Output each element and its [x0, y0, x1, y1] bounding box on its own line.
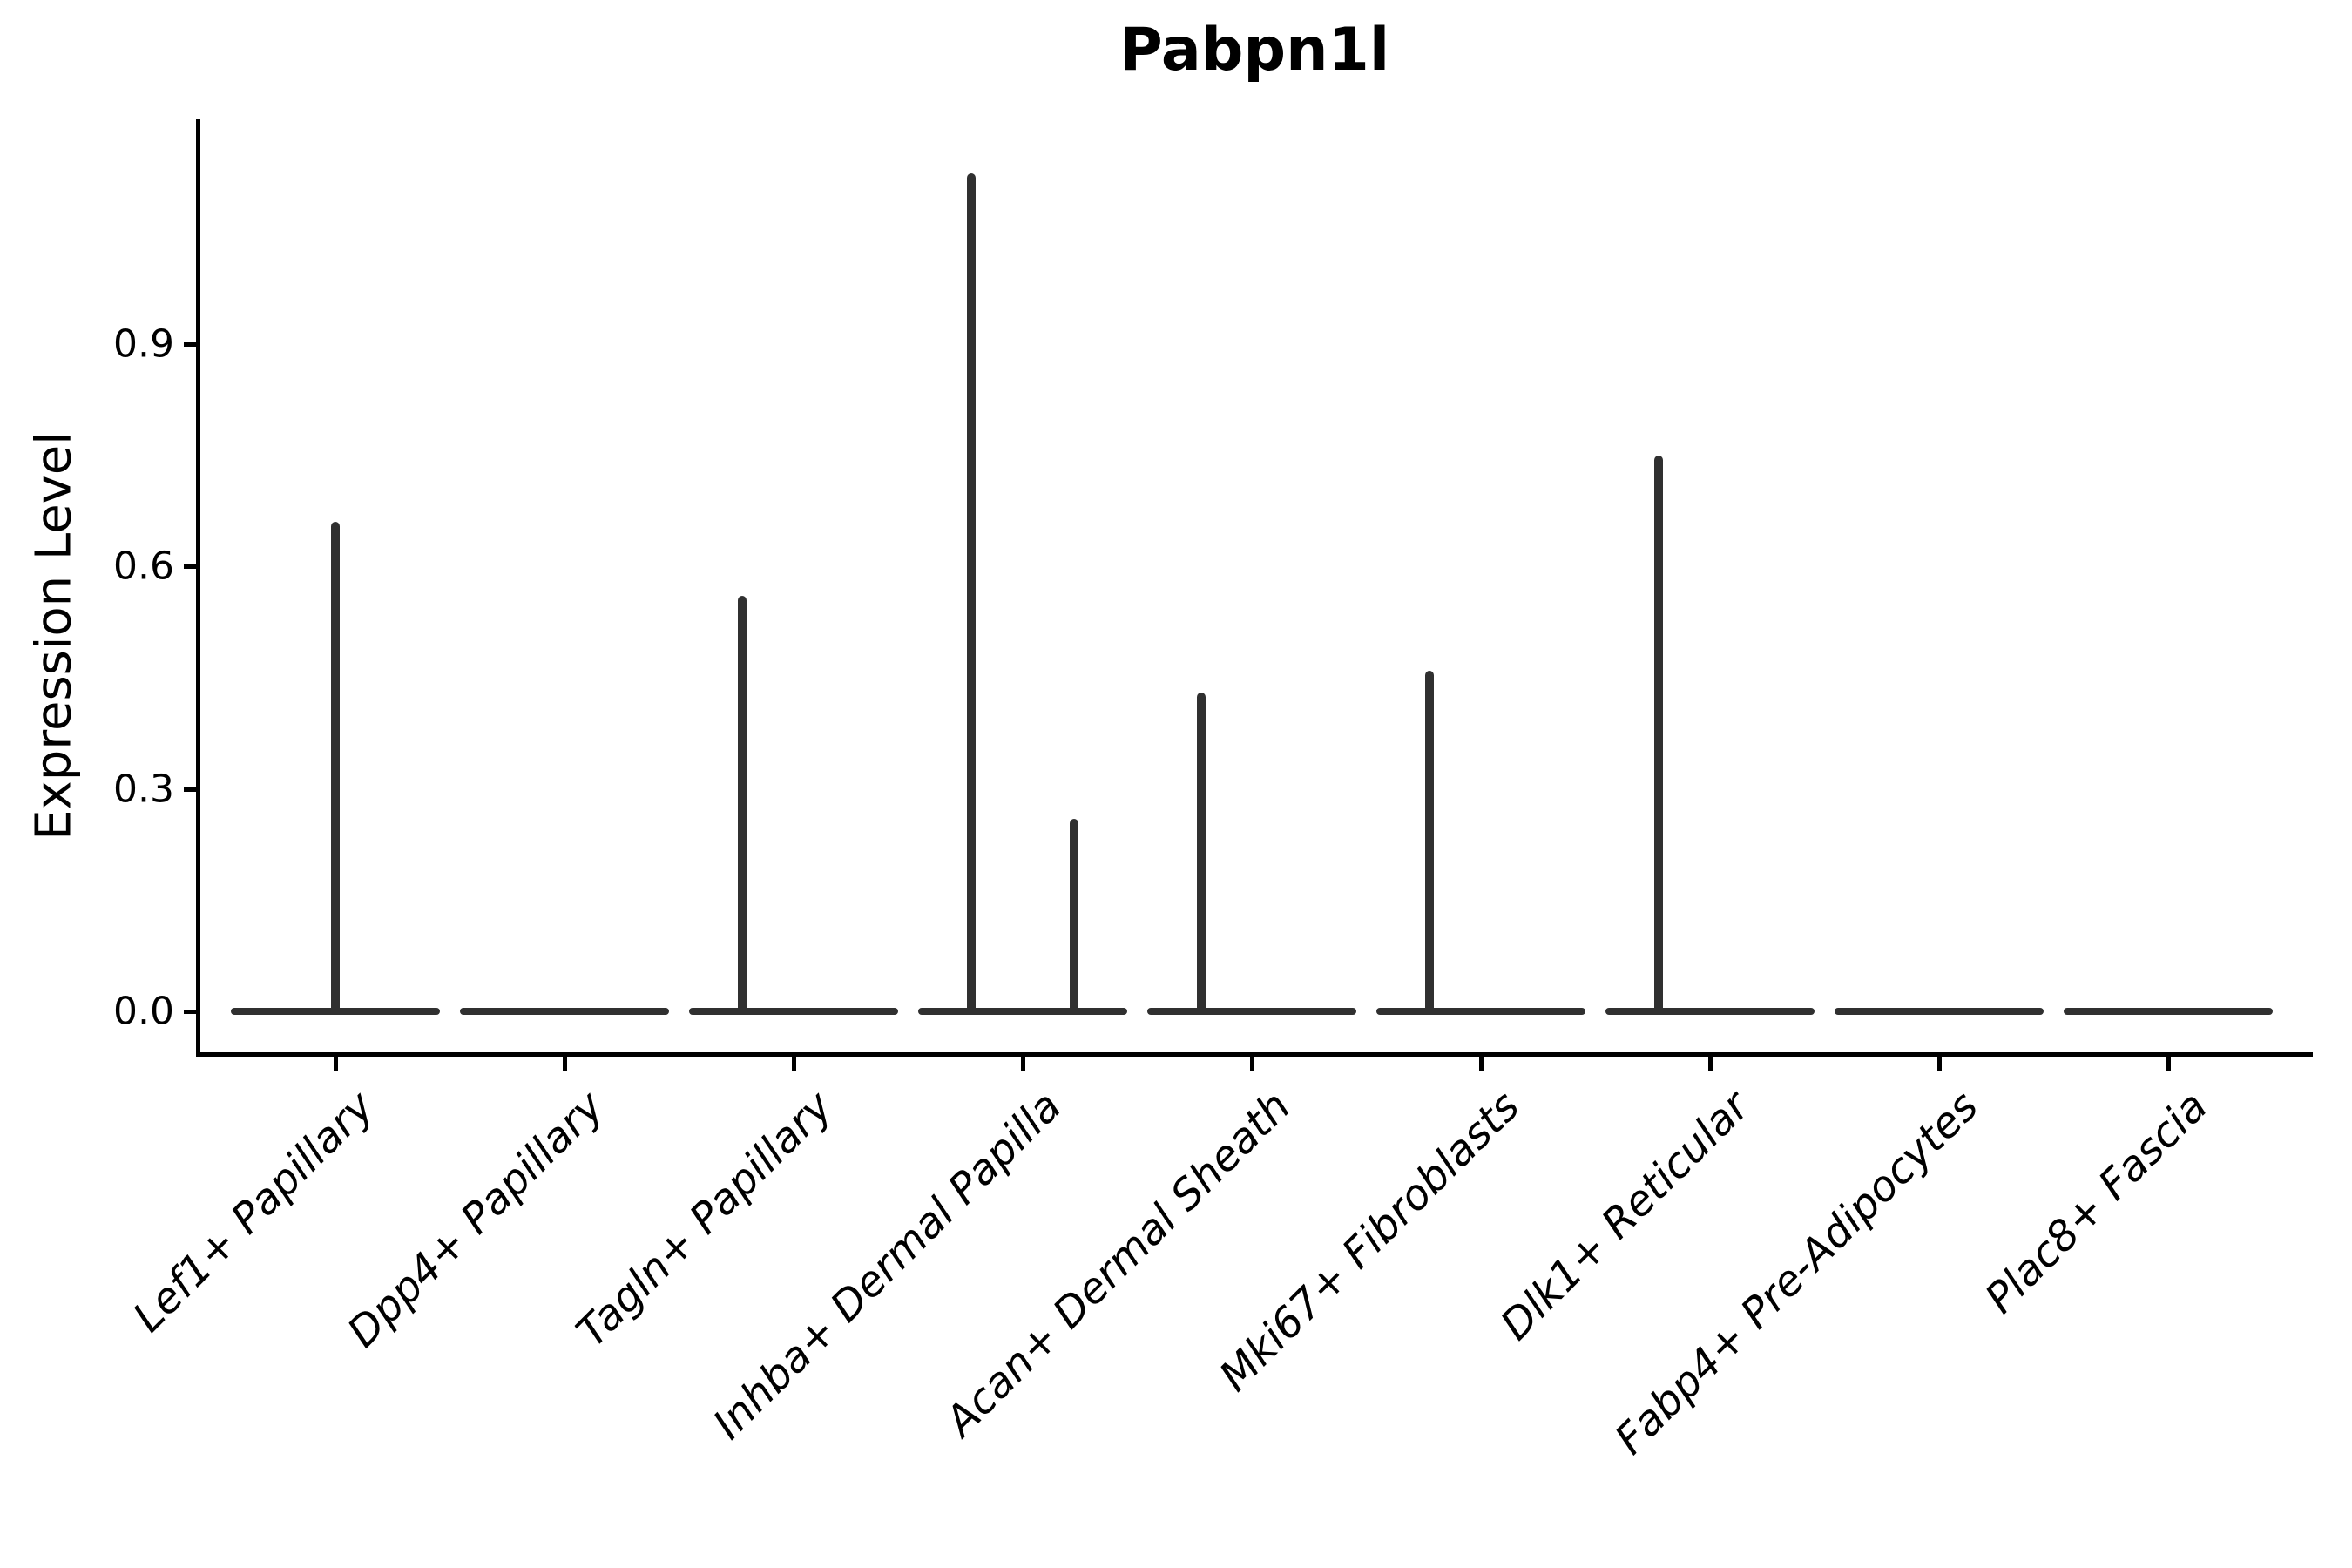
x-tick [2166, 1054, 2171, 1071]
violin-spike [738, 596, 747, 1015]
violin-base [1605, 1008, 1815, 1015]
x-tick [1479, 1054, 1484, 1071]
violin-spike [331, 522, 340, 1015]
violin-base [918, 1008, 1127, 1015]
x-axis-spine [196, 1052, 2313, 1057]
x-tick [1250, 1054, 1254, 1071]
y-tick [184, 1010, 198, 1014]
y-tick-label: 0.3 [113, 767, 174, 812]
x-tick [1937, 1054, 1942, 1071]
violin-spike [1654, 455, 1664, 1015]
violin-spike [1425, 670, 1435, 1015]
x-tick-label: Dpp4+ Papillary [338, 1082, 613, 1357]
violin-base [1835, 1008, 2044, 1015]
violin-spike [1069, 818, 1078, 1015]
violin-base [2064, 1008, 2273, 1015]
violin-base [460, 1008, 669, 1015]
x-tick [1708, 1054, 1713, 1071]
violin-base [1147, 1008, 1356, 1015]
x-tick [563, 1054, 567, 1071]
y-tick [184, 342, 198, 348]
x-tick-label: Fabp4+ Pre-Adipocytes [1605, 1082, 1988, 1464]
plot-title: Pabpn1l [1119, 16, 1390, 84]
x-tick-label: Lef1+ Papillary [124, 1082, 384, 1342]
violin-spike [967, 173, 977, 1015]
y-tick-label: 0.9 [113, 321, 174, 367]
y-tick-label: 0.0 [113, 989, 174, 1034]
violin-base [689, 1008, 898, 1015]
x-tick [792, 1054, 796, 1071]
y-tick-label: 0.6 [113, 544, 174, 589]
x-tick [1021, 1054, 1025, 1071]
x-tick-label: Dlk1+ Reticular [1490, 1082, 1759, 1350]
y-tick [184, 564, 198, 570]
y-tick [184, 787, 198, 792]
violin-spike [1197, 693, 1206, 1015]
y-axis-spine [196, 119, 200, 1057]
violin-base [1376, 1008, 1585, 1015]
x-tick-label: Tagln+ Papillary [567, 1082, 842, 1357]
y-axis-label: Expression Level [25, 431, 83, 841]
x-tick-label: Plac8+ Fascia [1975, 1082, 2217, 1323]
x-tick [334, 1054, 338, 1071]
